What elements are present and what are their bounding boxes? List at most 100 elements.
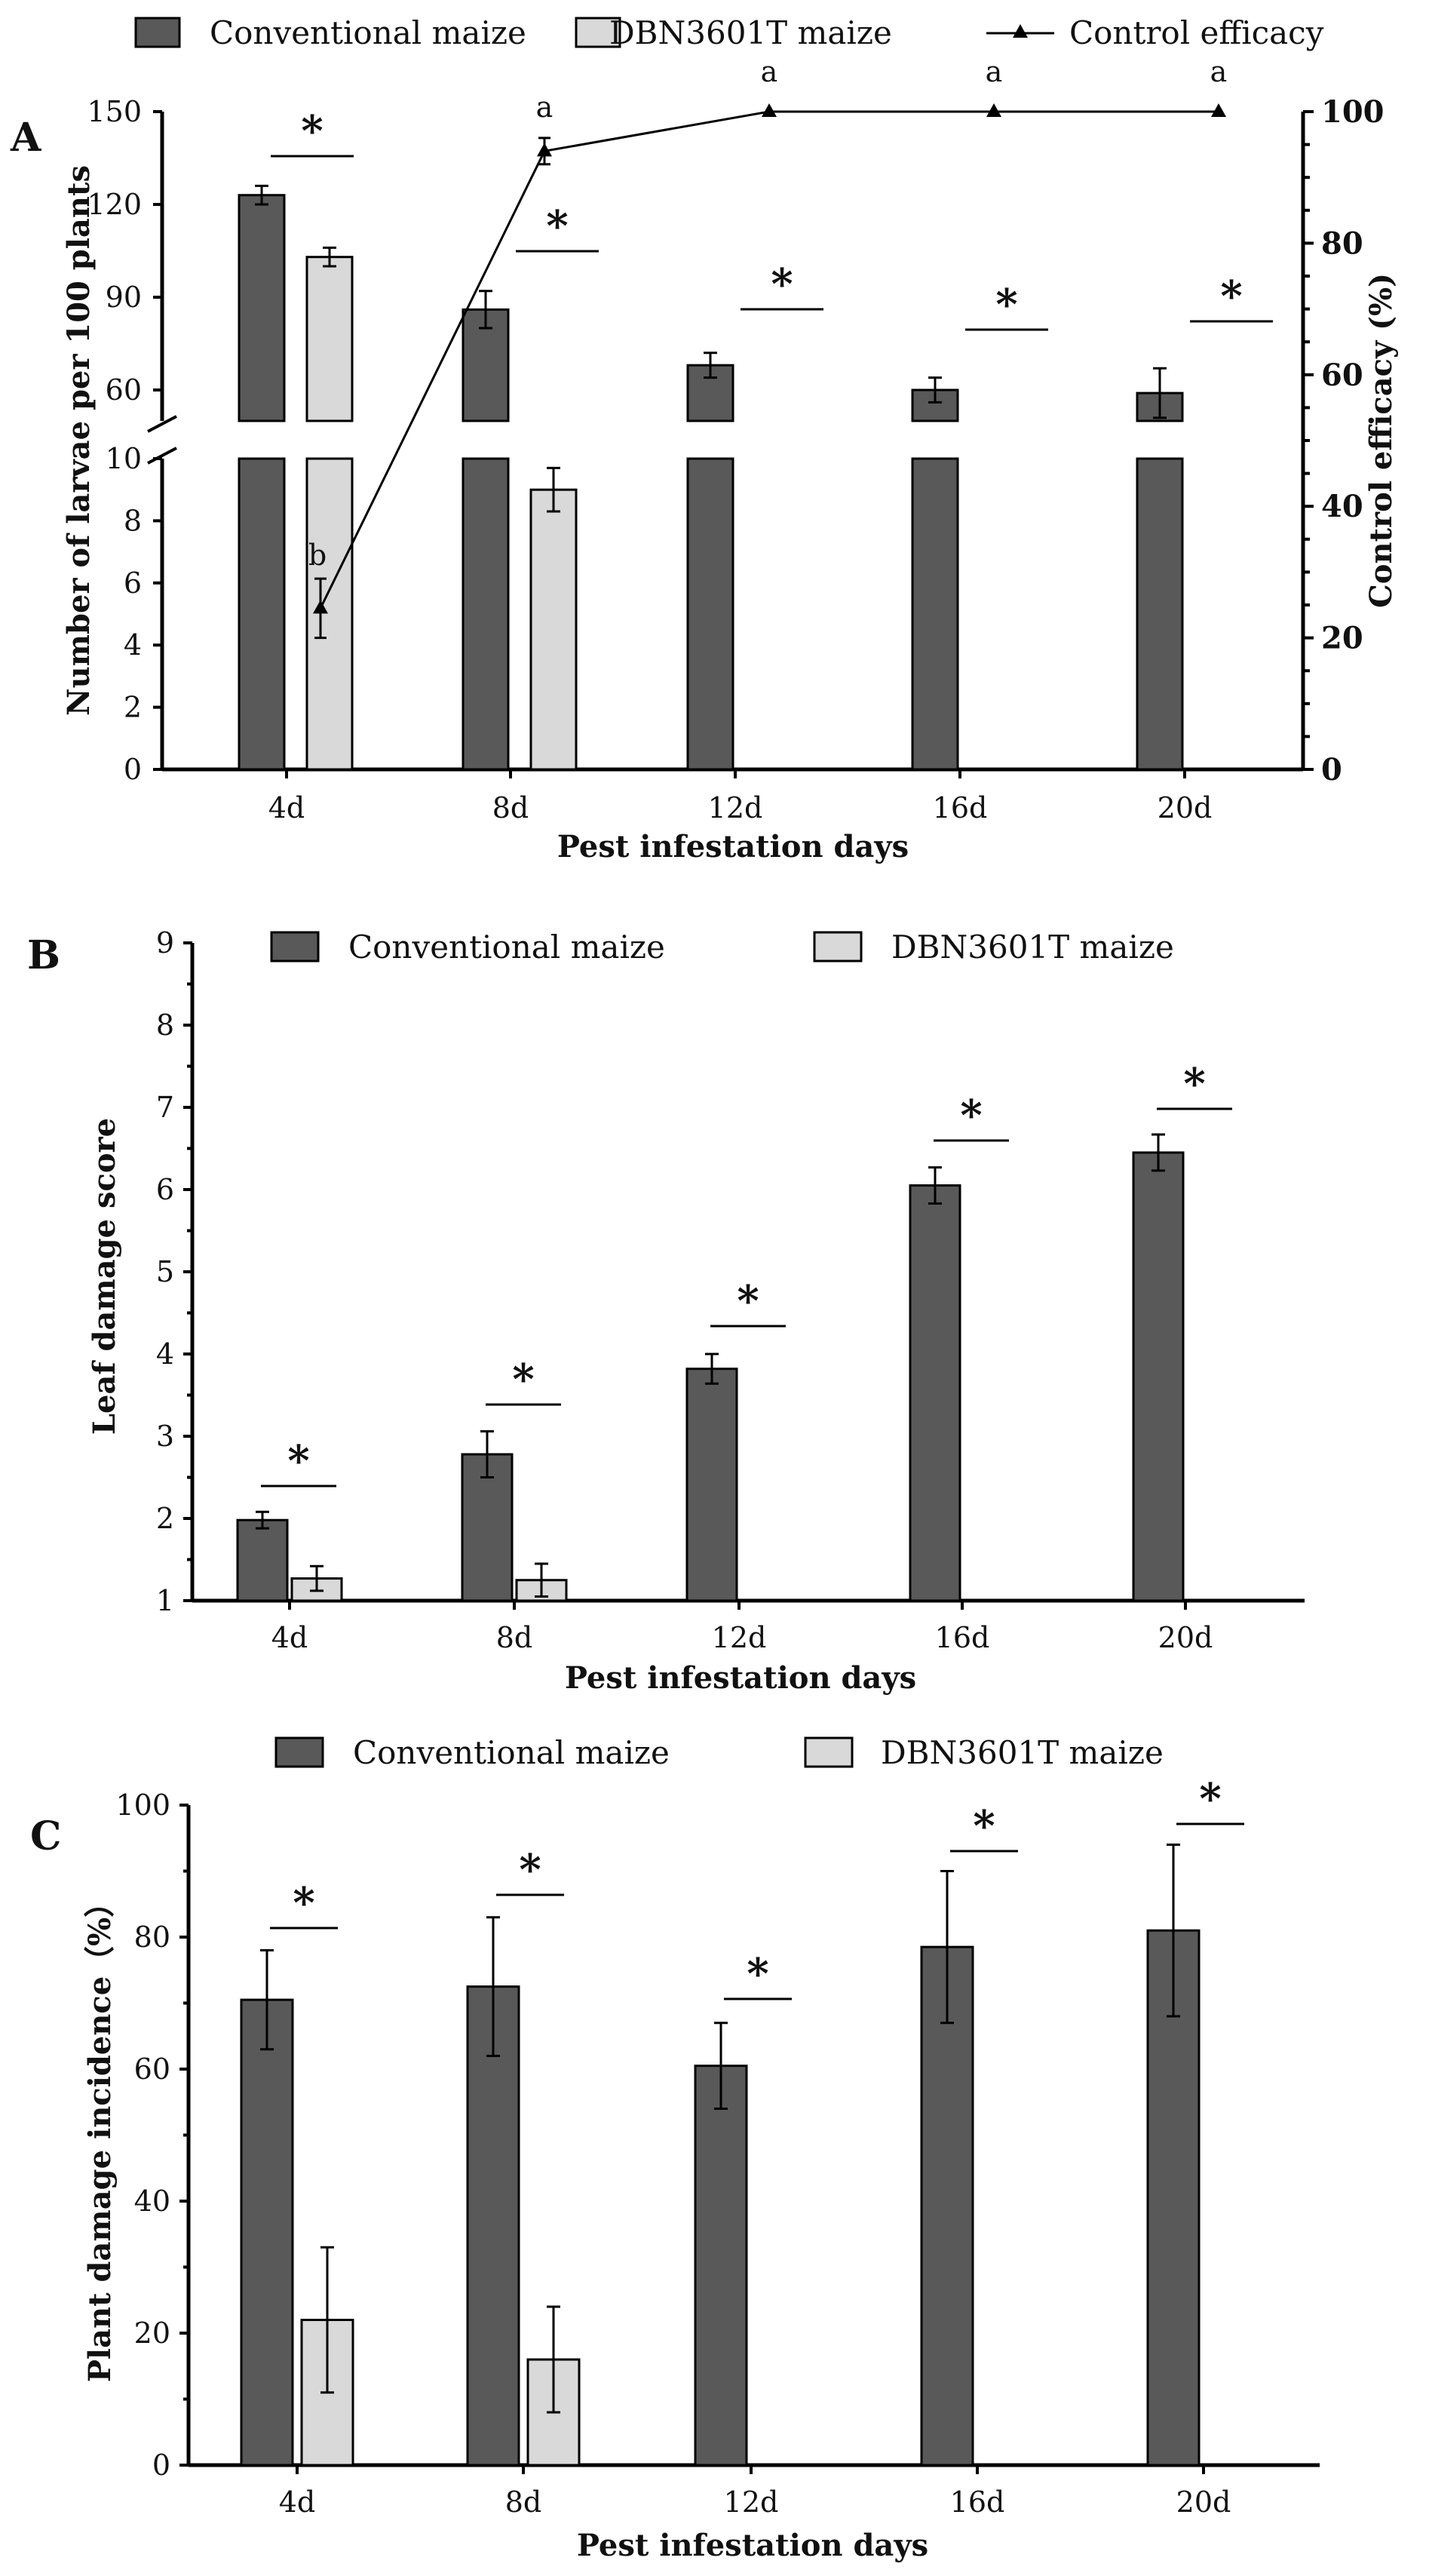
bar-dbn3601t-lower — [305, 457, 354, 771]
legend-label-conventional: Conventional maize — [353, 1734, 670, 1771]
bar-conventional — [1146, 1929, 1201, 2467]
efficacy-letter: b — [308, 539, 327, 572]
y-tick-label: 6 — [156, 1173, 174, 1206]
y-tick-label: 8 — [156, 1009, 174, 1042]
y-tick-label: 6 — [124, 566, 142, 600]
efficacy-letter: a — [1210, 55, 1228, 88]
panel-c-x-axis-title: Pest infestation days — [577, 2528, 928, 2563]
axis-break-mark-bottom — [147, 447, 177, 465]
y-tick-label: 20 — [134, 2317, 170, 2350]
legend-swatch-conventional — [270, 931, 320, 963]
bar-conventional-lower — [1136, 457, 1184, 771]
y2-tick-label: 80 — [1321, 226, 1363, 261]
y2-tick-label: 100 — [1321, 94, 1385, 130]
efficacy-point — [762, 103, 777, 117]
x-tick-label: 16d — [950, 2485, 1005, 2519]
y-tick-label: 120 — [87, 188, 142, 221]
panel-a-letter: A — [10, 115, 41, 161]
x-tick-label: 12d — [724, 2485, 779, 2519]
x-tick-label: 16d — [935, 1621, 990, 1654]
bar-conventional — [466, 1985, 520, 2467]
panel-a: A Conventional maize DBN3601T maize Cont… — [10, 14, 1399, 864]
significance-star: * — [747, 1949, 768, 1999]
efficacy-point — [986, 103, 1001, 117]
x-tick-label: 8d — [505, 2485, 542, 2519]
significance-star: * — [1220, 272, 1242, 321]
panel-c-legend: Conventional maize DBN3601T maize — [274, 1734, 1164, 1771]
y-tick-label: 2 — [124, 691, 142, 724]
legend-label-efficacy: Control efficacy — [1069, 14, 1324, 51]
y-tick-label: 0 — [124, 753, 142, 786]
bar-conventional-lower — [911, 457, 959, 771]
significance-star: * — [519, 1845, 541, 1895]
x-tick-label: 20d — [1176, 2485, 1231, 2519]
efficacy-letter: a — [536, 91, 554, 124]
panel-c-y-axis-title: Plant damage incidence（%） — [82, 1887, 118, 2382]
efficacy-point — [1211, 103, 1226, 117]
x-tick-label: 4d — [279, 2485, 316, 2519]
panel-a-x-axis-title: Pest infestation days — [557, 829, 909, 864]
panel-b: B Conventional maize DBN3601T maize 1 2 3 4… — [27, 926, 1305, 1696]
panel-b-letter: B — [27, 932, 60, 978]
significance-star: * — [1183, 1059, 1205, 1109]
legend-label-dbn3601t: DBN3601T maize — [609, 14, 892, 51]
significance-star: * — [287, 1436, 309, 1486]
x-tick-label: 16d — [933, 791, 988, 824]
significance-star: * — [973, 1801, 995, 1851]
y-tick-label: 3 — [156, 1420, 174, 1453]
x-tick-label: 4d — [268, 791, 305, 824]
significance-star: * — [1199, 1774, 1221, 1824]
legend-label-dbn3601t: DBN3601T maize — [891, 929, 1174, 966]
x-tick-label: 12d — [712, 1621, 767, 1654]
efficacy-letter: a — [986, 55, 1003, 88]
y-tick-label: 7 — [156, 1091, 174, 1124]
bar-conventional — [240, 1998, 294, 2467]
y-tick-label: 90 — [106, 281, 142, 314]
legend-swatch-conventional — [134, 17, 181, 48]
legend-label-conventional: Conventional maize — [210, 14, 526, 51]
bar-conventional — [920, 1945, 974, 2467]
panel-a-legend: Conventional maize DBN3601T maize Contro… — [134, 14, 1324, 51]
panel-b-x-axis-title: Pest infestation days — [565, 1660, 916, 1696]
bar-conventional — [909, 1184, 961, 1602]
legend-swatch-conventional — [274, 1736, 324, 1768]
efficacy-point — [537, 143, 552, 157]
bar-dbn3601t-upper — [305, 256, 354, 422]
bar-conventional — [694, 2065, 748, 2467]
panel-c-letter: C — [30, 1813, 61, 1859]
y-tick-label: 8 — [124, 504, 142, 537]
bar-conventional-lower — [238, 457, 286, 771]
y-tick-label: 4 — [124, 628, 142, 662]
x-tick-label: 20d — [1158, 791, 1213, 824]
legend-swatch-dbn3601t — [575, 17, 621, 48]
legend-swatch-dbn3601t — [813, 931, 863, 963]
legend-label-conventional: Conventional maize — [348, 929, 665, 966]
significance-star: * — [995, 280, 1017, 330]
y-tick-label: 5 — [156, 1255, 174, 1288]
legend-label-dbn3601t: DBN3601T maize — [881, 1734, 1164, 1771]
significance-star: * — [512, 1355, 534, 1405]
efficacy-point — [313, 600, 328, 614]
axis-break-mark-top — [147, 415, 177, 433]
panel-a-y-axis-title: Number of larvae per 100 plants — [61, 165, 97, 716]
y-tick-label: 2 — [156, 1502, 174, 1535]
y-tick-label: 9 — [156, 926, 174, 959]
y-tick-label: 1 — [156, 1584, 174, 1617]
bar-conventional — [236, 1518, 289, 1602]
significance-star: * — [960, 1091, 982, 1141]
bar-conventional-lower — [686, 457, 734, 771]
y-tick-label: 60 — [106, 373, 142, 407]
y-tick-label: 40 — [134, 2185, 170, 2218]
x-tick-label: 8d — [492, 791, 529, 824]
significance-star: * — [771, 259, 793, 309]
y-tick-label: 80 — [134, 1920, 170, 1954]
y2-tick-label: 60 — [1321, 358, 1363, 393]
panel-a-y2-axis-title: Control efficacy (%) — [1363, 273, 1399, 608]
legend-swatch-dbn3601t — [804, 1736, 854, 1768]
legend-marker-efficacy — [1013, 24, 1028, 38]
y-tick-label: 0 — [152, 2449, 170, 2482]
panel-b-y-axis-title: Leaf damage score — [87, 1118, 122, 1435]
y-tick-label: 100 — [115, 1788, 170, 1822]
x-tick-label: 8d — [496, 1621, 533, 1654]
